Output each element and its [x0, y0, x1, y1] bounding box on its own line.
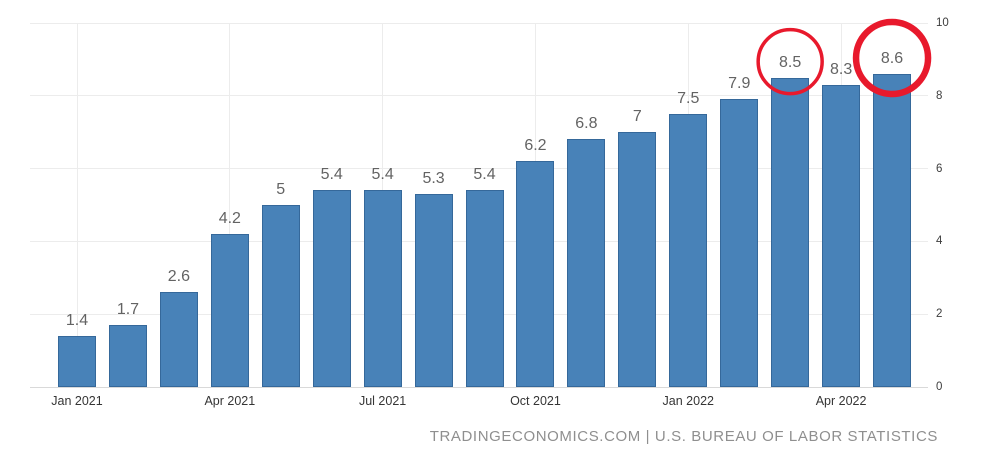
bar-value-label: 1.7	[116, 301, 140, 319]
bar-value-label: 1.4	[65, 312, 89, 330]
bar-aug-2021[interactable]	[414, 194, 453, 387]
v-gridline	[229, 23, 231, 387]
bar-mar-2021[interactable]	[159, 292, 198, 387]
x-tick-label: Oct 2021	[510, 394, 561, 408]
y-tick-label: 8	[936, 89, 943, 102]
bar-value-label: 7.5	[677, 90, 700, 107]
bar-value-label: 5.4	[371, 166, 394, 184]
bar-apr-2022[interactable]	[822, 84, 861, 387]
bar-may-2021[interactable]	[261, 205, 300, 387]
bar-jul-2021[interactable]	[363, 190, 402, 387]
bar-nov-2021[interactable]	[567, 139, 606, 387]
bar-jun-2021[interactable]	[312, 190, 351, 387]
bar-jan-2021[interactable]	[58, 336, 96, 387]
bar-value-label: 5.4	[320, 166, 343, 184]
bar-value-label: 8.3	[829, 60, 853, 78]
bar-value-label: 5.3	[422, 170, 445, 188]
y-tick-label: 2	[936, 308, 943, 321]
bar-value-label: 8.6	[880, 49, 904, 67]
bar-mar-2022[interactable]	[771, 77, 810, 387]
bar-value-label: 5.4	[473, 166, 496, 184]
bar-dec-2021[interactable]	[618, 132, 657, 387]
bar-sep-2021[interactable]	[465, 190, 504, 387]
v-gridline	[76, 23, 78, 387]
x-tick-label: Apr 2022	[815, 394, 867, 408]
bar-value-label: 4.2	[218, 210, 241, 228]
bar-value-label: 7.9	[728, 75, 751, 93]
bar-may-2022[interactable]	[873, 73, 912, 387]
bar-jan-2022[interactable]	[669, 114, 708, 387]
source-attribution: TRADINGECONOMICS.COM | U.S. BUREAU OF LA…	[429, 428, 938, 445]
h-gridline	[30, 168, 928, 170]
x-tick-label: Apr 2021	[204, 394, 256, 408]
bar-value-label: 6.8	[575, 115, 598, 133]
bar-value-label: 5	[276, 181, 286, 198]
bar-feb-2022[interactable]	[720, 99, 759, 387]
plot-area: 1.4 1.7 2.6 4.2 5 5.4 5.4 5.3 5.4 6.2 6.8 7 7.5 7.9 8.…	[30, 22, 928, 388]
x-tick-label: Jul 2021	[358, 394, 407, 408]
x-tick-label: Jan 2022	[662, 394, 714, 408]
bar-feb-2021[interactable]	[108, 325, 147, 387]
bar-apr-2021[interactable]	[210, 234, 249, 387]
h-gridline	[30, 386, 928, 388]
y-tick-label: 10	[936, 17, 949, 29]
y-tick-label: 0	[936, 381, 943, 393]
bar-value-label: 2.6	[167, 268, 190, 286]
bar-value-label: 6.2	[524, 137, 547, 155]
bar-oct-2021[interactable]	[516, 161, 555, 387]
h-gridline	[30, 95, 928, 97]
y-tick-label: 4	[936, 235, 943, 248]
x-tick-label: Jan 2021	[51, 394, 103, 408]
y-tick-label: 6	[936, 162, 943, 175]
h-gridline	[30, 22, 928, 24]
bar-value-label: 7	[632, 108, 642, 126]
